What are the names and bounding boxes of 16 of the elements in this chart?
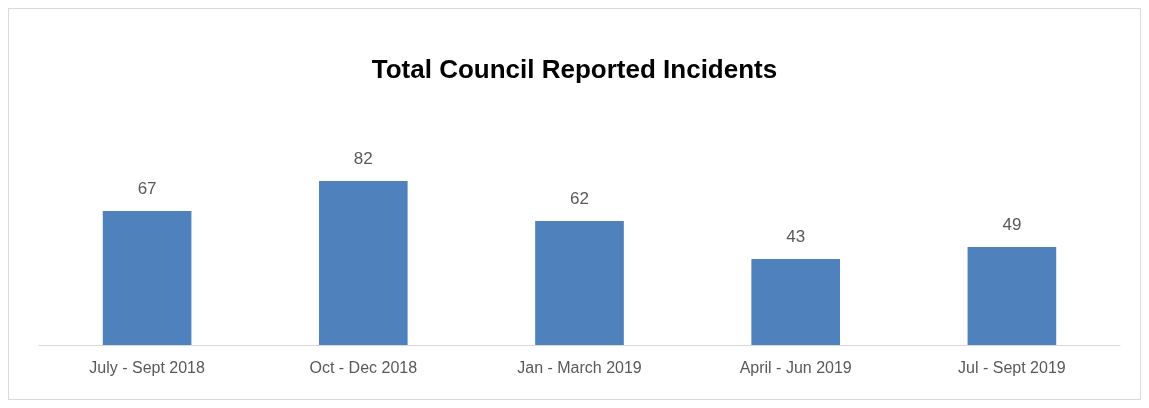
data-label: 43 — [786, 227, 806, 246]
data-label: 49 — [1002, 215, 1022, 234]
data-label: 82 — [353, 149, 373, 168]
x-tick-label: Jul - Sept 2019 — [958, 358, 1066, 376]
x-tick-label: Jan - March 2019 — [517, 358, 642, 376]
bar — [751, 259, 841, 345]
chart-title: Total Council Reported Incidents — [371, 54, 778, 84]
x-tick-label: July - Sept 2018 — [89, 358, 206, 376]
bar — [318, 181, 408, 345]
x-tick-label: Oct - Dec 2018 — [309, 358, 418, 376]
data-label: 62 — [570, 189, 589, 208]
bar — [535, 221, 624, 345]
data-label: 67 — [137, 179, 157, 198]
x-tick-label: April - Jun 2019 — [739, 358, 852, 376]
bar — [102, 211, 192, 345]
bar — [967, 247, 1057, 345]
